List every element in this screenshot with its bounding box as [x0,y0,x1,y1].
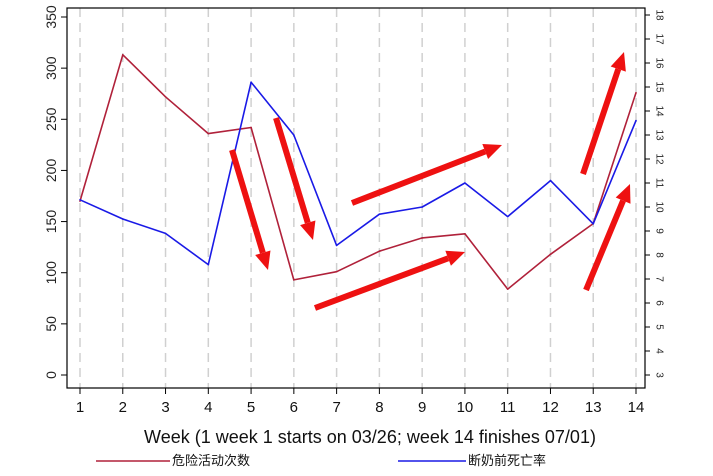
annotation-arrow-shaft-2 [350,148,487,206]
series-1-point-2 [121,218,124,220]
plot-area-frame [66,7,646,389]
series-1-point-13 [592,223,595,225]
series-1-point-6 [293,134,295,136]
annotation-arrow-shaft-0 [229,149,266,254]
right-tick-label-10: 10 [654,201,665,213]
legend: 危险活动次数 断奶前死亡率 [96,453,546,469]
x-tick-label-14: 14 [628,399,645,416]
legend-label-preweaning-mortality: 断奶前死亡率 [468,453,546,469]
series-1-point-1 [79,199,81,201]
series-0-point-7 [335,270,338,273]
series-0-point-5 [250,126,252,129]
annotation-arrow-head-2 [482,144,502,159]
annotation-arrow-head-1 [300,220,316,240]
x-tick-label-6: 6 [290,399,298,416]
left-tick-label-100: 100 [43,261,59,285]
right-tick-label-8: 8 [654,252,665,258]
series-0-point-6 [293,279,295,281]
series-1-point-8 [378,213,381,215]
right-tick-label-12: 12 [654,153,665,165]
x-tick-label-13: 13 [585,399,602,416]
series-0-point-2 [121,54,124,56]
left-tick-label-250: 250 [43,107,59,131]
x-tick-label-2: 2 [119,399,127,416]
right-tick-label-16: 16 [654,57,665,69]
x-axis-label: Week (1 week 1 starts on 03/26; week 14 … [144,427,596,447]
annotation-arrow-shaft-3 [313,255,450,311]
annotation-arrows [229,52,631,311]
series-1-point-5 [250,81,252,83]
x-tick-label-9: 9 [418,399,426,416]
left-y-axis: 0 50 100 150 200 250 300 350 [43,5,67,379]
series-1-point-3 [164,232,167,235]
right-tick-label-13: 13 [654,129,665,141]
series-layer [79,53,637,290]
x-tick-label-4: 4 [204,399,212,416]
series-0-point-8 [378,250,381,253]
x-tick-label-7: 7 [332,399,340,416]
series-0-point-12 [549,253,552,256]
series-0-point-11 [506,288,509,290]
annotation-arrow-head-0 [255,250,271,270]
annotation-arrow-shaft-4 [580,68,622,175]
right-y-axis: 3 4 5 6 7 8 9 10 11 12 13 14 15 16 17 18 [645,9,665,378]
legend-label-danger-activity: 危险活动次数 [172,453,250,469]
right-tick-label-18: 18 [654,9,665,21]
annotation-arrow-head-3 [445,250,465,266]
left-tick-label-0: 0 [43,371,59,379]
x-tick-label-3: 3 [161,399,169,416]
series-1-point-9 [421,206,423,208]
right-tick-label-3: 3 [654,372,665,378]
annotation-arrow-head-4 [610,52,626,72]
x-axis: 1 2 3 4 5 6 7 8 9 10 11 12 13 14 [76,388,645,416]
annotation-arrow-shaft-1 [273,117,311,224]
series-0-point-4 [207,132,210,135]
series-1-point-7 [335,244,338,247]
series-1-point-12 [549,179,552,182]
right-tick-label-9: 9 [654,228,665,234]
annotation-arrow-head-5 [615,184,631,204]
x-tick-label-1: 1 [76,399,84,416]
left-tick-label-300: 300 [43,56,59,80]
x-tick-label-11: 11 [500,399,516,416]
annotation-arrow-shaft-5 [583,199,626,292]
right-tick-label-14: 14 [654,105,665,117]
series-0-point-10 [464,233,466,235]
series-1-point-4 [207,263,210,266]
right-tick-label-15: 15 [654,81,665,93]
right-tick-label-17: 17 [654,33,665,45]
x-tick-label-8: 8 [375,399,383,416]
series-1-point-10 [464,182,466,184]
vertical-gridlines [79,8,637,388]
series-1-point-11 [506,215,509,218]
right-tick-label-6: 6 [654,300,665,306]
series-0-point-3 [164,95,167,98]
right-tick-label-11: 11 [654,178,665,189]
right-tick-label-5: 5 [654,324,665,330]
series-1-point-14 [635,119,637,122]
left-tick-label-150: 150 [43,210,59,234]
left-tick-label-200: 200 [43,159,59,183]
left-tick-label-50: 50 [43,316,59,332]
right-tick-label-7: 7 [654,276,665,282]
left-tick-label-350: 350 [43,5,59,29]
right-tick-label-4: 4 [654,348,665,354]
series-line-1 [79,81,637,266]
x-tick-label-5: 5 [247,399,255,416]
series-line-0 [79,53,637,290]
x-tick-label-10: 10 [457,399,474,416]
x-tick-label-12: 12 [542,399,559,416]
series-0-point-14 [635,91,637,94]
series-0-point-9 [421,237,423,239]
